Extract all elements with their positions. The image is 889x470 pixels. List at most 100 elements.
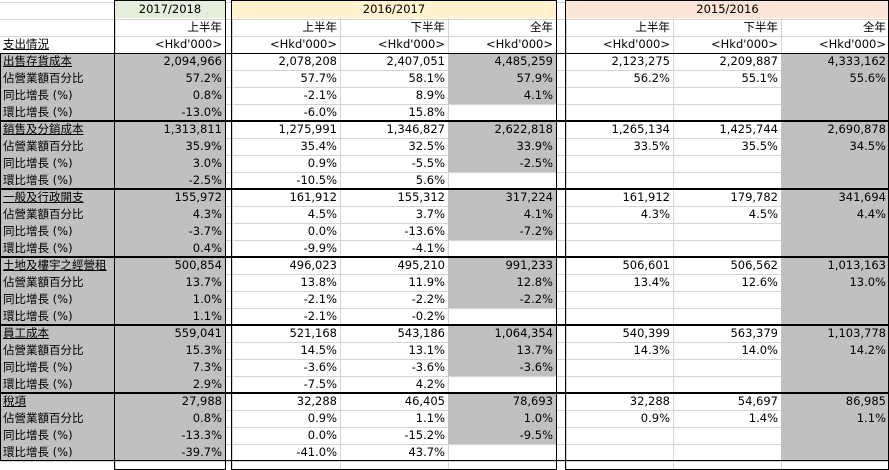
value-cell[interactable] — [566, 359, 673, 376]
value-cell[interactable]: -4.1% — [411, 241, 445, 255]
value-cell[interactable]: -2.2% — [448, 291, 556, 308]
row-label[interactable]: 同比增長 (%) — [0, 427, 115, 444]
value-cell[interactable] — [673, 444, 781, 461]
period-header[interactable]: 下半年 — [410, 20, 446, 34]
value-cell[interactable] — [781, 155, 889, 172]
period-header[interactable]: 全年 — [863, 20, 886, 34]
value-cell[interactable]: 43.7% — [408, 445, 445, 459]
value-cell[interactable]: 35.9% — [115, 138, 225, 155]
row-label[interactable]: 環比增長 (%) — [0, 104, 115, 121]
row-label[interactable]: 同比增長 (%) — [0, 291, 115, 308]
value-cell[interactable] — [673, 240, 781, 257]
value-cell[interactable]: -0.2% — [411, 309, 445, 323]
value-cell[interactable]: 54,697 — [737, 394, 778, 408]
value-cell[interactable]: 0.8% — [115, 410, 225, 427]
value-cell[interactable] — [566, 87, 673, 104]
value-cell[interactable]: 13.1% — [408, 343, 445, 357]
value-cell[interactable] — [673, 359, 781, 376]
value-cell[interactable]: -5.5% — [411, 156, 445, 170]
value-cell[interactable]: -2.1% — [303, 309, 337, 323]
value-cell[interactable]: 46,405 — [404, 394, 445, 408]
value-cell[interactable]: 12.6% — [741, 275, 778, 289]
year-header-2017-2018[interactable]: 2017/2018 — [115, 1, 225, 18]
value-cell[interactable]: 4.1% — [448, 87, 556, 104]
value-cell[interactable] — [781, 444, 889, 461]
unit-header[interactable]: <Hkd'000> — [711, 37, 778, 51]
value-cell[interactable]: -41.0% — [296, 445, 337, 459]
value-cell[interactable]: 506,601 — [622, 258, 670, 272]
value-cell[interactable] — [781, 240, 889, 257]
value-cell[interactable]: 1,265,134 — [611, 122, 670, 136]
value-cell[interactable] — [566, 291, 673, 308]
row-label[interactable]: 環比增長 (%) — [0, 172, 115, 189]
row-label[interactable]: 同比增長 (%) — [0, 359, 115, 376]
value-cell[interactable]: 1,313,811 — [115, 121, 225, 138]
value-cell[interactable]: 563,379 — [730, 326, 778, 340]
value-cell[interactable]: -3.7% — [115, 223, 225, 240]
value-cell[interactable]: 2,407,051 — [386, 54, 445, 68]
value-cell[interactable]: 1,275,991 — [278, 122, 337, 136]
value-cell[interactable]: 0.8% — [115, 87, 225, 104]
value-cell[interactable] — [781, 172, 889, 189]
value-cell[interactable]: 179,782 — [730, 190, 778, 204]
value-cell[interactable]: 1,064,354 — [448, 325, 556, 342]
value-cell[interactable]: 57.9% — [448, 70, 556, 87]
value-cell[interactable] — [673, 87, 781, 104]
value-cell[interactable] — [566, 172, 673, 189]
value-cell[interactable]: 1.4% — [748, 411, 778, 425]
value-cell[interactable] — [781, 359, 889, 376]
value-cell[interactable]: 2,123,275 — [611, 54, 670, 68]
value-cell[interactable]: 1,346,827 — [386, 122, 445, 136]
value-cell[interactable]: 27,988 — [115, 393, 225, 410]
value-cell[interactable]: 1.1% — [781, 410, 889, 427]
value-cell[interactable]: 4.5% — [748, 207, 778, 221]
row-label[interactable]: 一般及行政開支 — [0, 189, 115, 206]
row-label[interactable]: 環比增長 (%) — [0, 444, 115, 461]
value-cell[interactable]: 496,023 — [289, 258, 337, 272]
value-cell[interactable]: 4.3% — [115, 206, 225, 223]
unit-header[interactable]: <Hkd'000> — [603, 37, 670, 51]
year-header-2015-2016[interactable]: 2015/2016 — [566, 1, 889, 18]
value-cell[interactable]: -15.2% — [404, 428, 445, 442]
value-cell[interactable]: 15.3% — [115, 342, 225, 359]
row-label[interactable]: 佔營業額百分比 — [0, 206, 115, 223]
value-cell[interactable]: -13.0% — [115, 104, 225, 121]
value-cell[interactable]: 14.3% — [633, 343, 670, 357]
value-cell[interactable]: 0.9% — [307, 156, 337, 170]
value-cell[interactable]: -2.5% — [115, 172, 225, 189]
value-cell[interactable]: -2.5% — [448, 155, 556, 172]
value-cell[interactable] — [673, 155, 781, 172]
value-cell[interactable] — [673, 104, 781, 121]
value-cell[interactable]: 1.0% — [448, 410, 556, 427]
value-cell[interactable] — [673, 376, 781, 393]
row-label[interactable]: 佔營業額百分比 — [0, 410, 115, 427]
row-label[interactable]: 員工成本 — [0, 325, 115, 342]
value-cell[interactable]: 4.2% — [415, 377, 445, 391]
value-cell[interactable]: 0.9% — [640, 411, 670, 425]
value-cell[interactable]: 5.6% — [415, 173, 445, 187]
value-cell[interactable]: 1,103,778 — [781, 325, 889, 342]
value-cell[interactable] — [566, 104, 673, 121]
value-cell[interactable] — [781, 223, 889, 240]
value-cell[interactable]: 161,912 — [289, 190, 337, 204]
value-cell[interactable]: -39.7% — [115, 444, 225, 461]
value-cell[interactable] — [781, 308, 889, 325]
value-cell[interactable] — [781, 376, 889, 393]
value-cell[interactable] — [566, 444, 673, 461]
value-cell[interactable]: 155,312 — [397, 190, 445, 204]
row-label[interactable]: 佔營業額百分比 — [0, 274, 115, 291]
value-cell[interactable]: 78,693 — [448, 393, 556, 410]
row-label[interactable]: 同比增長 (%) — [0, 87, 115, 104]
unit-header[interactable]: <Hkd'000> — [378, 37, 445, 51]
value-cell[interactable]: 13.7% — [115, 274, 225, 291]
value-cell[interactable] — [673, 427, 781, 444]
value-cell[interactable]: 2,209,887 — [719, 54, 778, 68]
period-header[interactable]: 全年 — [530, 20, 553, 34]
value-cell[interactable]: 0.4% — [115, 240, 225, 257]
value-cell[interactable]: 14.5% — [300, 343, 337, 357]
value-cell[interactable] — [448, 444, 556, 461]
value-cell[interactable]: 3.7% — [415, 207, 445, 221]
value-cell[interactable] — [781, 427, 889, 444]
value-cell[interactable]: 58.1% — [408, 71, 445, 85]
value-cell[interactable]: -9.5% — [448, 427, 556, 444]
